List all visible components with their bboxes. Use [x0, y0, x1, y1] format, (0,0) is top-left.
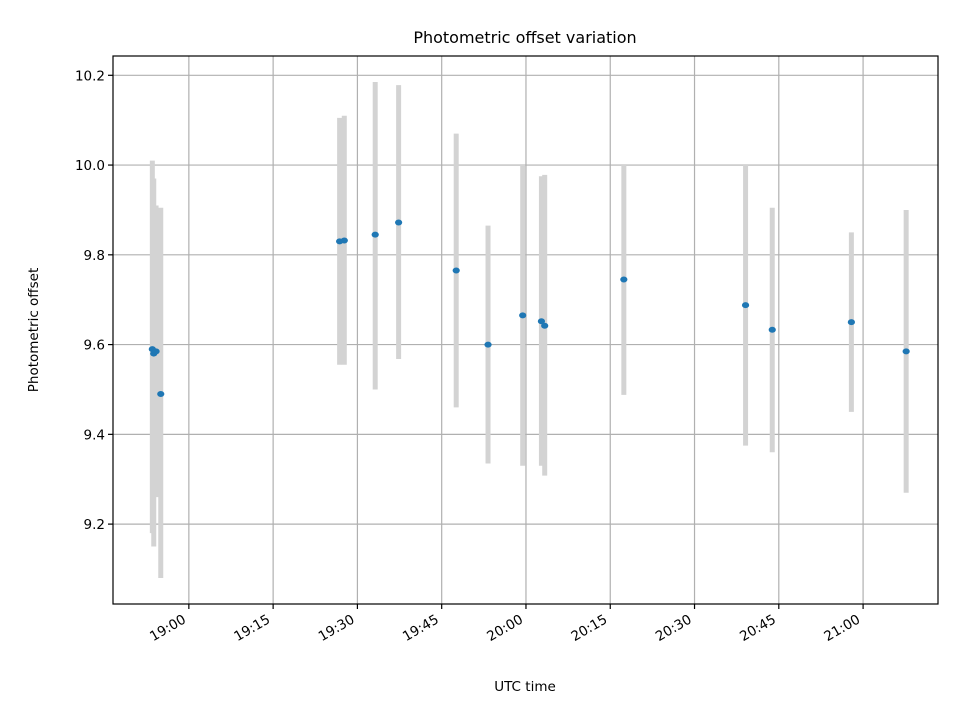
data-point: [484, 341, 492, 348]
data-point: [152, 348, 160, 355]
error-bars: [149, 82, 909, 578]
y-tick-label: 10.0: [75, 158, 105, 174]
data-point: [902, 348, 910, 355]
data-point: [340, 237, 348, 244]
data-point: [541, 322, 549, 329]
x-tick-label: 20:30: [653, 612, 695, 645]
x-tick-label: 19:15: [231, 612, 273, 645]
x-tick-label: 19:00: [147, 612, 189, 645]
data-point: [452, 267, 460, 274]
x-axis-label: UTC time: [494, 679, 556, 695]
y-tick-label: 9.4: [84, 427, 105, 443]
chart-title: Photometric offset variation: [413, 28, 636, 47]
y-tick-label: 10.2: [75, 68, 105, 84]
x-tick-label: 20:00: [484, 612, 526, 645]
data-point: [537, 318, 546, 325]
data-point: [519, 312, 527, 319]
y-tick-label: 9.8: [84, 248, 105, 264]
data-point: [768, 326, 776, 333]
data-point: [620, 276, 628, 283]
data-point: [395, 219, 403, 226]
y-axis-label: Photometric offset: [26, 268, 42, 392]
data-point: [847, 319, 855, 326]
data-points: [148, 219, 910, 397]
x-tick-label: 19:45: [400, 612, 442, 645]
y-tick-label: 9.2: [84, 517, 105, 533]
x-tick-label: 21:00: [821, 612, 863, 645]
grid-lines: [113, 56, 938, 604]
data-point: [157, 390, 165, 397]
data-point: [741, 302, 750, 309]
data-point: [371, 231, 379, 238]
x-tick-label: 20:45: [737, 612, 779, 645]
x-tick-label: 19:30: [316, 612, 358, 645]
x-tick-label: 20:15: [569, 612, 611, 645]
y-tick-label: 9.6: [84, 338, 105, 354]
